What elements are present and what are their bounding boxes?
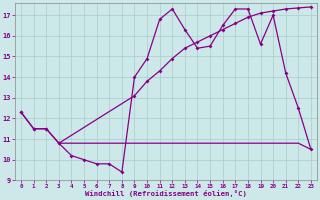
- X-axis label: Windchill (Refroidissement éolien,°C): Windchill (Refroidissement éolien,°C): [85, 190, 247, 197]
